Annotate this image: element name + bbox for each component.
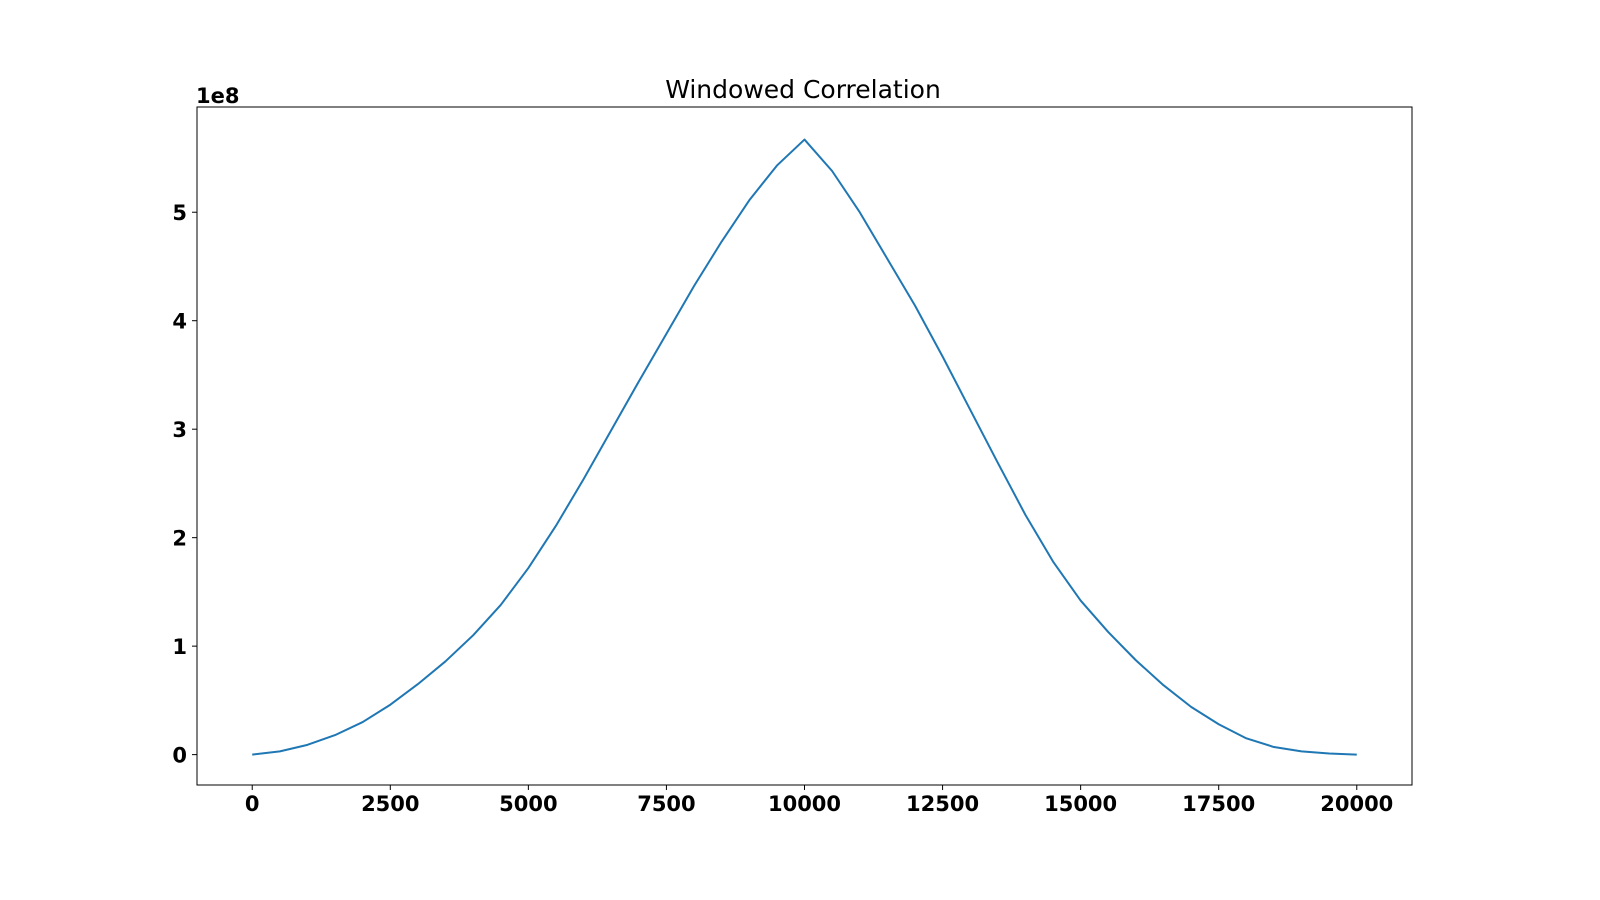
y-tick-label: 2 [172, 527, 187, 551]
x-tick-label: 17500 [1182, 792, 1255, 816]
x-tick-label: 12500 [906, 792, 979, 816]
y-tick-label: 1 [172, 635, 187, 659]
series-layer [252, 138, 1357, 756]
x-tick-label: 20000 [1320, 792, 1393, 816]
plot-frame [196, 106, 1413, 786]
y-tick-label: 0 [172, 744, 187, 768]
y-tick-label: 4 [172, 310, 187, 334]
y-axis-offset-label: 1e8 [196, 84, 239, 108]
x-tick-label: 5000 [499, 792, 557, 816]
y-tick-label: 5 [172, 201, 187, 225]
x-tick-label: 15000 [1044, 792, 1117, 816]
y-tick-label: 3 [172, 418, 187, 442]
y-axis: 0 1 2 3 4 5 [172, 201, 197, 768]
x-tick-label: 7500 [637, 792, 695, 816]
x-tick-label: 0 [245, 792, 260, 816]
plot-area [196, 106, 1413, 786]
x-tick-label: 10000 [768, 792, 841, 816]
series-line-0 [252, 138, 1357, 756]
x-axis: 0 2500 5000 7500 10000 12500 15000 17500 20000 [245, 785, 1393, 816]
chart-title: Windowed Correlation [665, 75, 941, 104]
x-tick-label: 2500 [361, 792, 419, 816]
